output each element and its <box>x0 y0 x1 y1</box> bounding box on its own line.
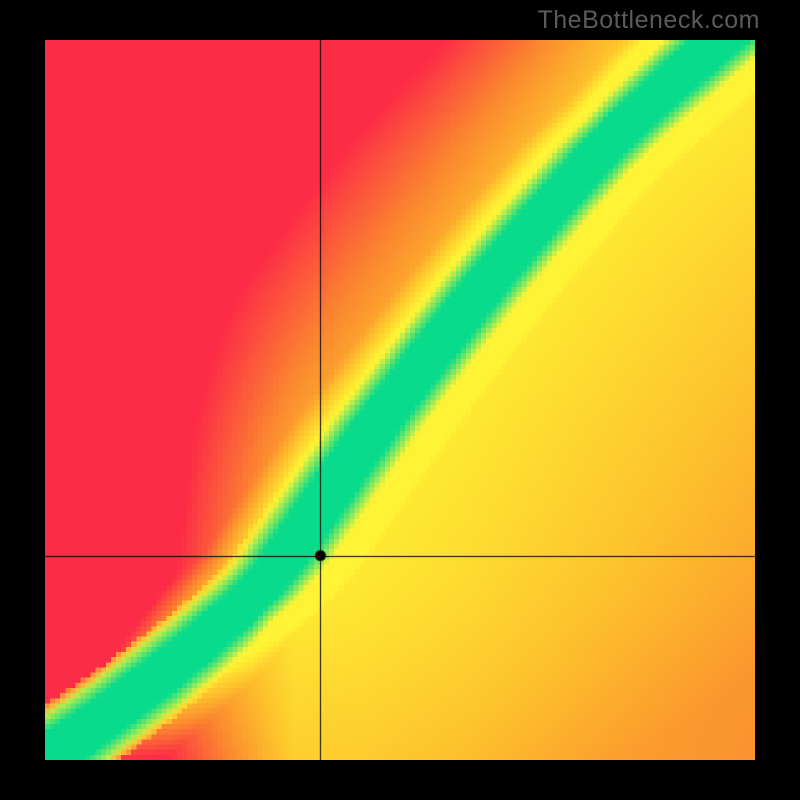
watermark-text: TheBottleneck.com <box>538 6 761 35</box>
crosshair-overlay <box>45 40 755 760</box>
